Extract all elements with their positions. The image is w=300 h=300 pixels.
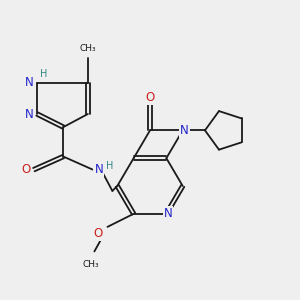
Text: N: N [180, 124, 189, 137]
Text: CH₃: CH₃ [83, 260, 99, 268]
Text: H: H [40, 69, 47, 79]
Text: O: O [146, 91, 154, 104]
Text: N: N [25, 76, 33, 89]
Text: O: O [21, 163, 31, 176]
Text: N: N [94, 163, 103, 176]
Text: N: N [164, 207, 172, 220]
Text: H: H [106, 161, 114, 171]
Text: N: N [25, 107, 33, 121]
Text: CH₃: CH₃ [80, 44, 96, 53]
Text: O: O [93, 227, 103, 240]
